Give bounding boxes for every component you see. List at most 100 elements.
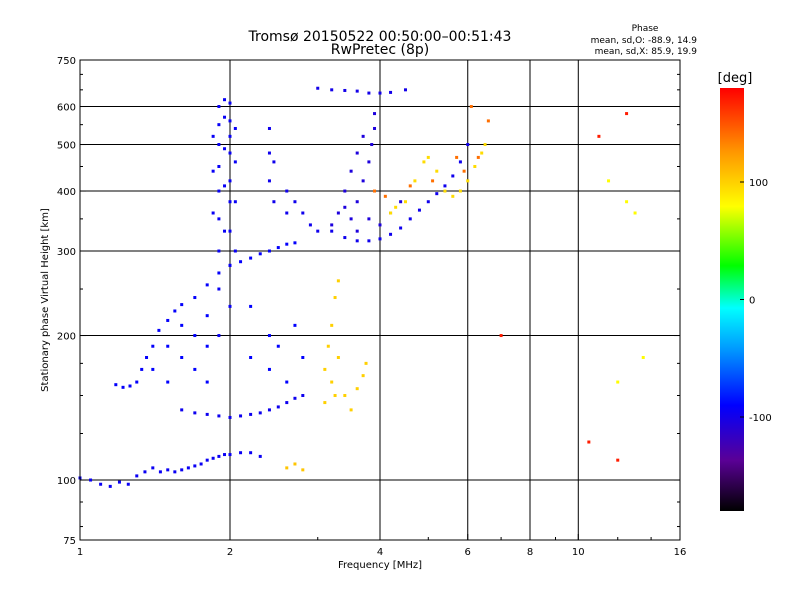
data-point: [301, 468, 305, 472]
data-point: [343, 189, 347, 193]
data-point: [217, 454, 221, 458]
data-point: [233, 249, 237, 253]
data-point: [89, 478, 93, 482]
data-point: [361, 179, 365, 183]
data-point: [217, 271, 221, 275]
data-point: [486, 119, 490, 123]
data-point: [180, 408, 184, 412]
data-point: [249, 451, 253, 455]
data-point: [166, 344, 170, 348]
data-point: [223, 147, 227, 151]
data-point: [223, 98, 227, 102]
data-point: [267, 367, 271, 371]
data-point: [431, 179, 435, 183]
data-point: [343, 236, 347, 240]
data-point: [458, 189, 462, 193]
data-point: [211, 169, 215, 173]
data-point: [199, 462, 203, 466]
data-point: [267, 151, 271, 155]
data-point: [108, 484, 112, 488]
data-point: [166, 380, 170, 384]
data-point: [330, 323, 334, 327]
data-point: [145, 355, 149, 359]
data-point: [285, 242, 289, 246]
data-point: [228, 151, 232, 155]
data-point: [193, 334, 197, 338]
data-point: [233, 200, 237, 204]
data-point: [217, 189, 221, 193]
data-point: [166, 318, 170, 322]
data-point: [616, 380, 620, 384]
data-point: [343, 88, 347, 92]
data-point: [223, 115, 227, 119]
colorbar-tick-label: 0: [749, 296, 755, 307]
data-point: [114, 383, 118, 387]
data-point: [333, 394, 337, 398]
y-tick-label: 75: [63, 536, 76, 547]
data-point: [285, 466, 289, 470]
data-point: [258, 454, 262, 458]
data-point: [293, 323, 297, 327]
data-point: [217, 164, 221, 168]
data-point: [117, 480, 121, 484]
data-point: [330, 229, 334, 233]
data-point: [426, 155, 430, 159]
data-point: [367, 239, 371, 243]
data-point: [597, 134, 601, 138]
data-point: [249, 256, 253, 260]
data-point: [625, 200, 629, 204]
data-point: [361, 374, 365, 378]
data-point: [180, 355, 184, 359]
data-point: [451, 174, 455, 178]
y-axis-label: Stationary phase Virtual Height [km]: [40, 208, 51, 392]
data-point: [228, 101, 232, 105]
data-point: [193, 296, 197, 300]
data-point: [349, 169, 353, 173]
data-point: [223, 184, 227, 188]
data-point: [343, 205, 347, 209]
data-point: [217, 105, 221, 109]
data-point: [480, 151, 484, 155]
data-point: [217, 123, 221, 127]
data-point: [607, 179, 611, 183]
data-point: [249, 355, 253, 359]
x-tick-label: 8: [527, 547, 533, 558]
data-point: [205, 458, 209, 462]
data-point: [228, 119, 232, 123]
data-point: [285, 189, 289, 193]
data-point: [336, 355, 340, 359]
data-point: [258, 411, 262, 415]
data-point: [217, 249, 221, 253]
plot-data-points: [78, 86, 645, 488]
data-point: [217, 414, 221, 418]
data-point: [399, 226, 403, 230]
data-point: [151, 466, 155, 470]
colorbar-tick-label: 100: [749, 178, 768, 189]
data-point: [205, 412, 209, 416]
data-point: [180, 323, 184, 327]
data-point: [330, 88, 334, 92]
data-point: [193, 411, 197, 415]
data-point: [316, 86, 320, 90]
data-point: [333, 296, 337, 300]
x-axis-label: Frequency [MHz]: [338, 560, 422, 571]
data-point: [128, 384, 132, 388]
data-point: [126, 482, 130, 486]
data-point: [394, 205, 398, 209]
data-point: [469, 105, 473, 109]
data-point: [140, 367, 144, 371]
data-point: [370, 143, 374, 147]
data-point: [349, 217, 353, 221]
data-point: [641, 355, 645, 359]
data-point: [205, 314, 209, 318]
data-point: [367, 160, 371, 164]
data-point: [389, 232, 393, 236]
data-point: [158, 470, 162, 474]
data-point: [228, 134, 232, 138]
data-point: [355, 229, 359, 233]
data-point: [455, 155, 459, 159]
data-point: [173, 309, 177, 313]
data-point: [217, 143, 221, 147]
data-point: [373, 189, 377, 193]
data-point: [336, 279, 340, 283]
